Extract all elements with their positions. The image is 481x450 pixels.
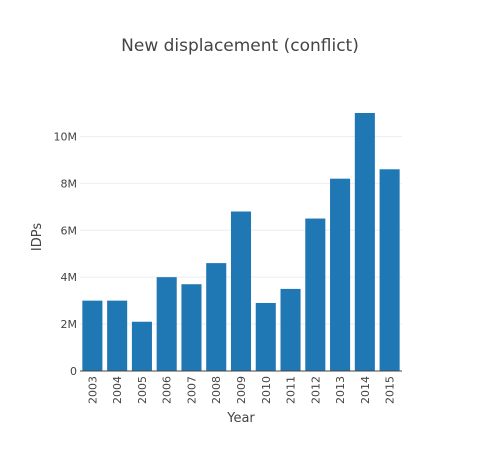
x-tick-label: 2003: [86, 376, 99, 404]
bar-2008[interactable]: [206, 263, 227, 371]
bar-2006[interactable]: [156, 277, 177, 371]
x-tick-labels: 2003 2004 2005 2006 2007 2008 2009 2010 2011 2012…: [86, 376, 396, 404]
x-axis-title: Year: [226, 411, 255, 426]
y-tick-label: 2M: [61, 318, 78, 331]
y-tick-label: 0: [70, 365, 77, 378]
x-tick-label: 2004: [111, 376, 124, 404]
bars: [82, 113, 400, 371]
x-tick-label: 2014: [359, 376, 372, 404]
bar-2010[interactable]: [255, 302, 276, 371]
y-tick-label: 6M: [61, 224, 78, 237]
x-tick-label: 2013: [334, 376, 347, 404]
x-tick-label: 2015: [384, 376, 397, 404]
x-tick-label: 2008: [210, 376, 223, 404]
chart-title: New displacement (conflict): [121, 36, 359, 56]
bar-2009[interactable]: [230, 211, 252, 371]
bar-2015[interactable]: [379, 169, 400, 371]
bar-2011[interactable]: [280, 288, 301, 371]
x-tick-label: 2005: [136, 376, 149, 404]
x-tick-label: 2012: [309, 376, 322, 404]
y-tick-label: 10M: [54, 130, 78, 143]
x-tick-label: 2009: [235, 376, 248, 404]
bar-2013[interactable]: [330, 178, 351, 371]
bar-2005[interactable]: [131, 321, 152, 371]
x-tick-label: 2006: [161, 376, 174, 404]
bar-2012[interactable]: [305, 218, 326, 371]
y-axis-title: IDPs: [30, 223, 45, 251]
x-tick-label: 2011: [285, 376, 298, 404]
x-tick-label: 2007: [185, 376, 198, 404]
y-tick-label: 4M: [61, 271, 78, 284]
bar-2007[interactable]: [181, 284, 202, 371]
bar-2003[interactable]: [82, 300, 103, 371]
bar-2014[interactable]: [354, 113, 375, 371]
x-tick-label: 2010: [260, 376, 273, 404]
bar-2004[interactable]: [107, 300, 128, 371]
y-tick-labels: 0 2M 4M 6M 8M 10M: [54, 130, 78, 378]
y-tick-label: 8M: [61, 177, 78, 190]
